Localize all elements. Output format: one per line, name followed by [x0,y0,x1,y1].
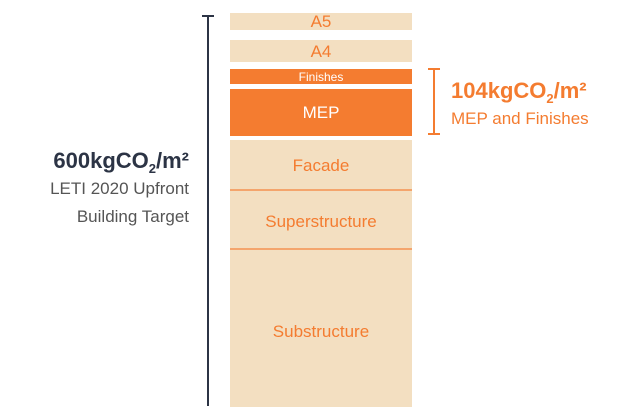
segment-label-a4: A4 [311,42,332,61]
segment-label-superstructure: Superstructure [265,212,377,231]
highlight-value-sub: 2 [546,91,553,106]
target-value: 600kgCO2/m² [53,148,189,176]
target-value-unit: /m² [156,148,189,173]
target-bracket [202,16,214,406]
target-caption-line2: Building Target [77,207,189,226]
highlight-value-unit: /m² [554,78,587,103]
segment-label-a5: A5 [311,12,332,31]
segment-label-substructure: Substructure [273,322,369,341]
highlight-value: 104kgCO2/m² [451,78,587,106]
segment-label-mep: MEP [303,103,340,122]
segment-label-finishes: Finishes [299,70,344,84]
segment-lower-stack [230,140,412,407]
highlight-caption: MEP and Finishes [451,109,589,128]
mep-bracket [428,69,440,134]
target-value-main: 600kgCO [53,148,148,173]
target-caption-line1: LETI 2020 Upfront [50,179,189,198]
highlight-value-main: 104kgCO [451,78,546,103]
segment-label-facade: Facade [293,156,350,175]
target-value-sub: 2 [149,161,156,176]
